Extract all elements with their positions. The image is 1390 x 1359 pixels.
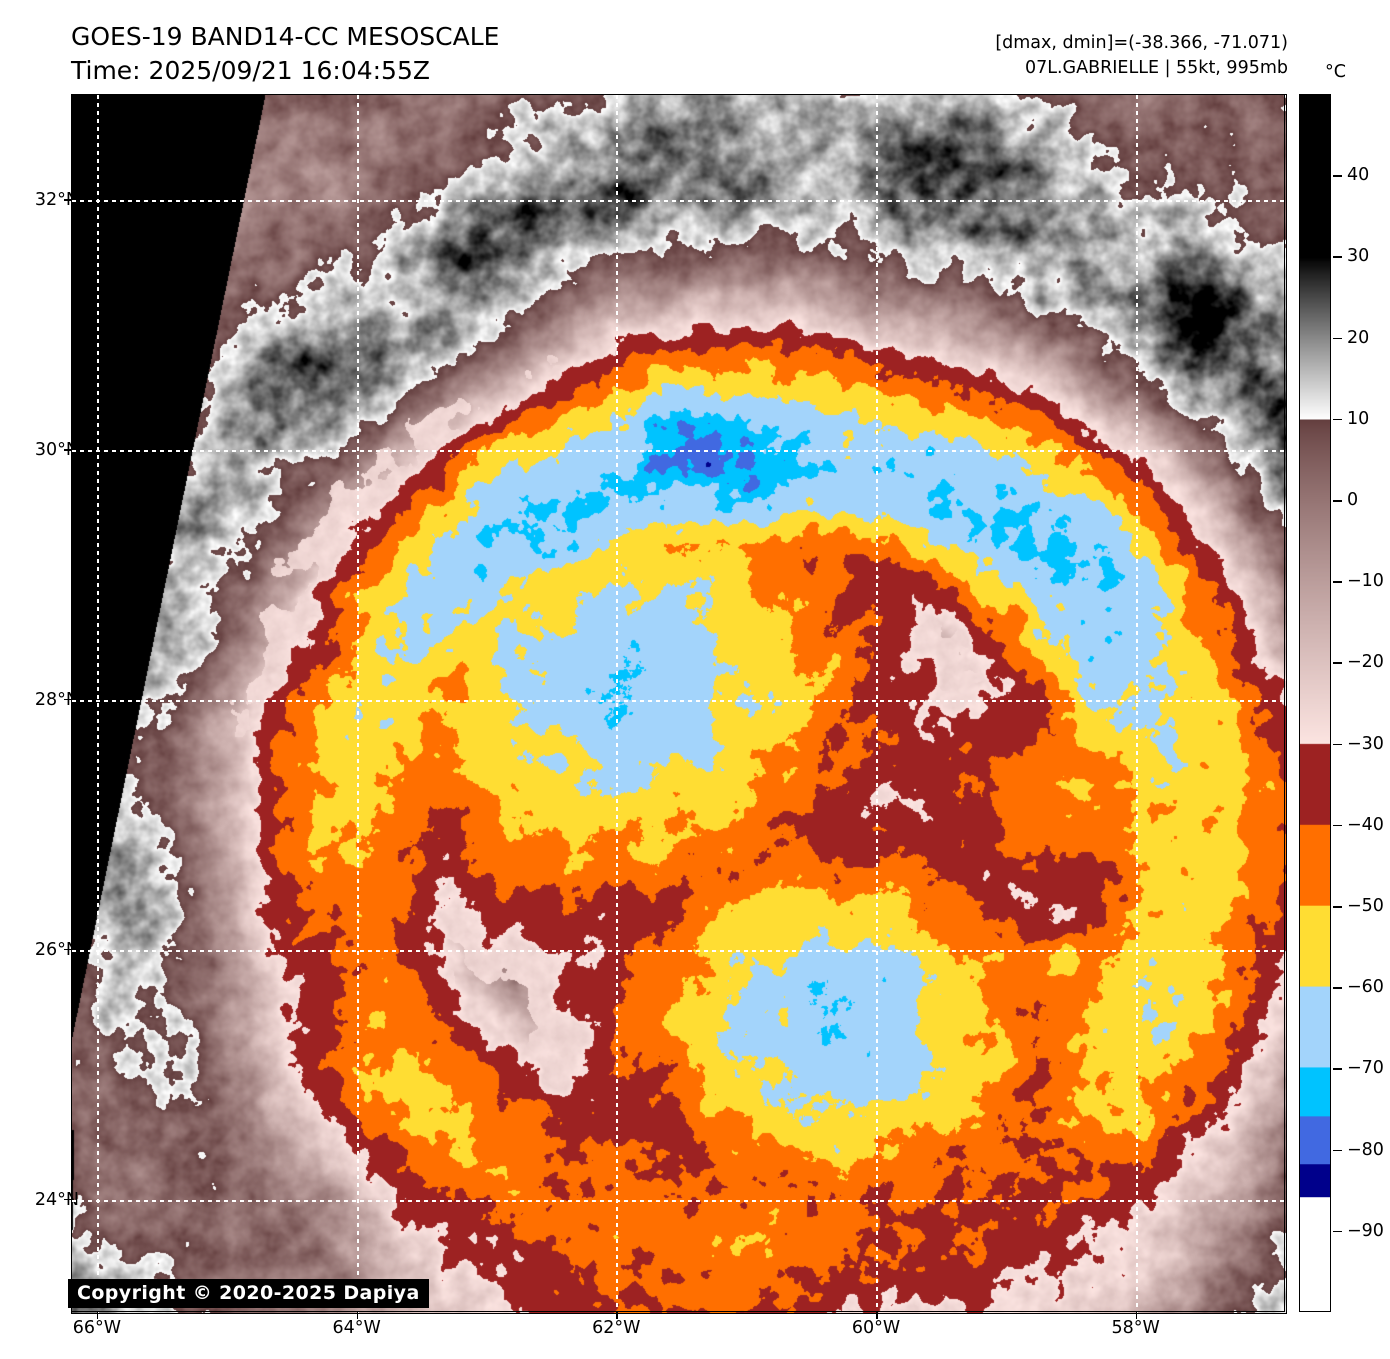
y-axis-tick-label: 32°N bbox=[34, 190, 79, 211]
x-axis-tick-mark bbox=[356, 1312, 359, 1319]
colorbar-tick-label: −80 bbox=[1347, 1139, 1384, 1160]
x-axis-tick-mark bbox=[876, 1312, 878, 1319]
y-axis-tick-label: 30°N bbox=[34, 440, 79, 461]
colorbar-tick-mark bbox=[1333, 1230, 1342, 1233]
metadata-block: [dmax, dmin]=(-38.366, -71.071) 07L.GABR… bbox=[995, 31, 1288, 81]
colorbar-tick-mark bbox=[1333, 1068, 1342, 1070]
y-axis-tick-mark bbox=[64, 1198, 71, 1201]
y-axis-tick-label: 28°N bbox=[34, 689, 79, 710]
y-axis-tick-mark bbox=[64, 199, 71, 201]
colorbar-tick-mark bbox=[1333, 906, 1342, 908]
satellite-infrared-canvas bbox=[72, 95, 1286, 1313]
storm-info-label: 07L.GABRIELLE | 55kt, 995mb bbox=[1024, 58, 1288, 78]
x-axis-tick-label: 58°W bbox=[1111, 1318, 1160, 1338]
gridline-lon-64°W bbox=[356, 95, 359, 1313]
x-axis-tick-label: 60°W bbox=[851, 1318, 901, 1338]
y-axis-tick-label: 26°N bbox=[34, 939, 79, 960]
colorbar-tick-label: −50 bbox=[1347, 896, 1384, 916]
colorbar-tick-mark bbox=[1333, 418, 1342, 421]
timestamp-line: Time: 2025/09/21 16:04:55Z bbox=[71, 56, 430, 85]
colorbar-tick-mark bbox=[1333, 337, 1342, 340]
x-axis-tick-label: 64°W bbox=[332, 1318, 381, 1338]
copyright-watermark: Copyright © 2020-2025 Dapiya bbox=[68, 1279, 429, 1308]
gridline-lon-58°W bbox=[1135, 95, 1138, 1313]
gridline-lat-24°N bbox=[72, 1199, 1286, 1202]
satellite-image-panel[interactable] bbox=[71, 94, 1287, 1314]
gridline-lat-30°N bbox=[72, 450, 1286, 453]
colorbar-tick-mark bbox=[1333, 662, 1342, 664]
colorbar-tick-mark bbox=[1333, 256, 1342, 258]
colorbar bbox=[1299, 94, 1331, 1312]
x-axis-tick-label: 66°W bbox=[72, 1318, 122, 1338]
colorbar-tick-mark bbox=[1333, 987, 1342, 989]
y-axis-tick-mark bbox=[64, 948, 71, 951]
colorbar-tick-mark bbox=[1333, 500, 1342, 502]
colorbar-tick-label: −70 bbox=[1347, 1058, 1384, 1079]
colorbar-unit-label: °C bbox=[1325, 62, 1346, 82]
gridline-lat-26°N bbox=[72, 949, 1286, 952]
colorbar-tick-mark bbox=[1333, 743, 1342, 746]
colorbar-tick-label: −10 bbox=[1347, 571, 1384, 592]
page-title: GOES-19 BAND14-CC MESOSCALE Time: 2025/0… bbox=[71, 20, 499, 88]
colorbar-gradient bbox=[1300, 95, 1330, 1311]
dmax-dmin-label: [dmax, dmin]=(-38.366, -71.071) bbox=[995, 33, 1288, 53]
y-axis-tick-mark bbox=[64, 698, 71, 701]
gridline-lon-66°W bbox=[96, 95, 99, 1313]
gridline-lat-32°N bbox=[72, 200, 1286, 203]
colorbar-tick-label: 30 bbox=[1347, 246, 1370, 267]
colorbar-tick-mark bbox=[1333, 175, 1342, 177]
colorbar-tick-mark bbox=[1333, 824, 1342, 827]
colorbar-tick-label: −90 bbox=[1347, 1220, 1384, 1241]
gridline-lon-60°W bbox=[876, 95, 878, 1313]
gridline-lon-62°W bbox=[616, 95, 619, 1313]
title-line: GOES-19 BAND14-CC MESOSCALE bbox=[71, 22, 500, 51]
gridline-lat-28°N bbox=[72, 699, 1286, 702]
colorbar-tick-label: 40 bbox=[1347, 165, 1370, 186]
x-axis-tick-mark bbox=[1135, 1312, 1138, 1319]
colorbar-tick-label: −60 bbox=[1347, 977, 1384, 998]
y-axis-tick-mark bbox=[64, 449, 71, 451]
colorbar-tick-label: 0 bbox=[1347, 490, 1359, 510]
colorbar-tick-label: −40 bbox=[1347, 814, 1384, 835]
x-axis-tick-mark bbox=[616, 1312, 618, 1319]
colorbar-tick-mark bbox=[1333, 1149, 1342, 1152]
colorbar-tick-label: −20 bbox=[1347, 652, 1384, 673]
colorbar-tick-label: 10 bbox=[1347, 408, 1370, 429]
x-axis-tick-label: 62°W bbox=[592, 1318, 641, 1338]
colorbar-tick-label: −30 bbox=[1347, 733, 1384, 754]
y-axis-tick-label: 24°N bbox=[34, 1189, 79, 1210]
colorbar-tick-mark bbox=[1333, 581, 1342, 583]
colorbar-tick-label: 20 bbox=[1347, 327, 1370, 348]
x-axis-tick-mark bbox=[96, 1312, 99, 1319]
